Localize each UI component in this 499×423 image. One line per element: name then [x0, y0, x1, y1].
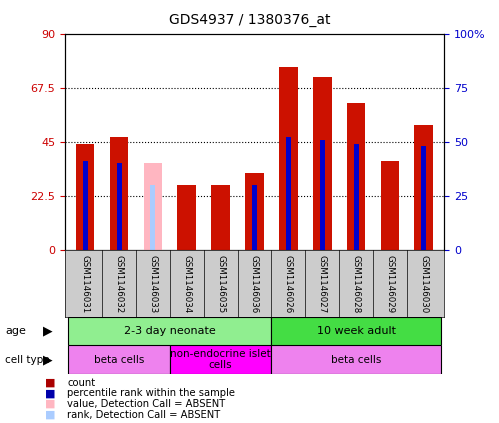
Bar: [76, 144, 94, 250]
Bar: [279, 67, 298, 250]
Text: GSM1146030: GSM1146030: [419, 255, 428, 313]
Text: GSM1146028: GSM1146028: [352, 255, 361, 313]
Text: GSM1146026: GSM1146026: [284, 255, 293, 313]
Bar: [150, 185, 156, 250]
Text: ■: ■: [45, 399, 55, 409]
Bar: [170, 345, 271, 374]
Text: GSM1146034: GSM1146034: [182, 255, 191, 313]
Bar: [178, 185, 196, 250]
Bar: [353, 144, 359, 250]
Bar: [211, 185, 230, 250]
Bar: [68, 345, 170, 374]
Text: non-endocrine islet
cells: non-endocrine islet cells: [170, 349, 271, 371]
Bar: [144, 163, 162, 250]
Bar: [313, 77, 331, 250]
Text: GSM1146031: GSM1146031: [81, 255, 90, 313]
Text: age: age: [5, 326, 26, 336]
Text: ■: ■: [45, 388, 55, 398]
Text: percentile rank within the sample: percentile rank within the sample: [67, 388, 236, 398]
Text: ■: ■: [45, 378, 55, 388]
Bar: [381, 161, 399, 250]
Text: cell type: cell type: [5, 354, 49, 365]
Bar: [271, 345, 441, 374]
Text: GSM1146027: GSM1146027: [318, 255, 327, 313]
Bar: [320, 140, 325, 250]
Bar: [347, 103, 365, 250]
Text: rank, Detection Call = ABSENT: rank, Detection Call = ABSENT: [67, 409, 221, 420]
Text: beta cells: beta cells: [94, 354, 144, 365]
Text: 2-3 day neonate: 2-3 day neonate: [124, 326, 216, 336]
Bar: [68, 317, 271, 345]
Text: 10 week adult: 10 week adult: [316, 326, 396, 336]
Bar: [116, 163, 122, 250]
Text: GSM1146029: GSM1146029: [385, 255, 394, 313]
Text: count: count: [67, 378, 95, 388]
Bar: [83, 161, 88, 250]
Text: GSM1146032: GSM1146032: [115, 255, 124, 313]
Text: beta cells: beta cells: [331, 354, 381, 365]
Text: ▶: ▶: [42, 353, 52, 366]
Bar: [421, 146, 426, 250]
Bar: [286, 137, 291, 250]
Bar: [271, 317, 441, 345]
Bar: [252, 185, 257, 250]
Text: GSM1146033: GSM1146033: [148, 255, 157, 313]
Text: GSM1146036: GSM1146036: [250, 255, 259, 313]
Text: value, Detection Call = ABSENT: value, Detection Call = ABSENT: [67, 399, 226, 409]
Text: ▶: ▶: [42, 324, 52, 338]
Bar: [415, 125, 433, 250]
Text: GDS4937 / 1380376_at: GDS4937 / 1380376_at: [169, 13, 330, 27]
Bar: [245, 173, 264, 250]
Text: GSM1146035: GSM1146035: [216, 255, 225, 313]
Bar: [110, 137, 128, 250]
Text: ■: ■: [45, 409, 55, 420]
